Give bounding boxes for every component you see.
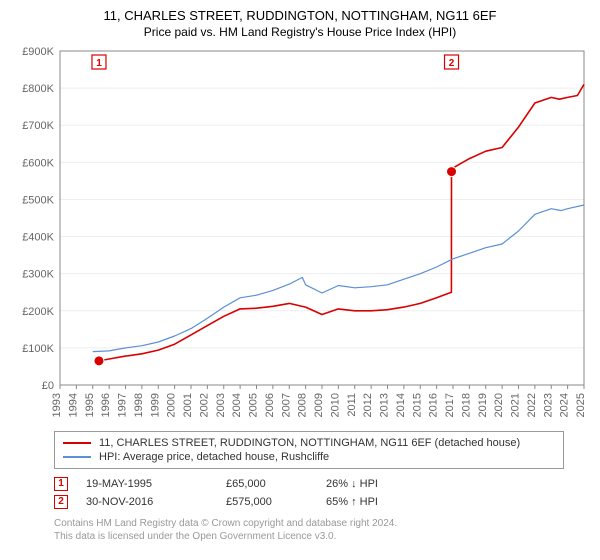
svg-text:2013: 2013 <box>379 393 391 417</box>
legend: 11, CHARLES STREET, RUDDINGTON, NOTTINGH… <box>54 431 564 469</box>
sale-pct: 65% ↑ HPI <box>326 496 446 508</box>
svg-text:£300K: £300K <box>22 269 54 281</box>
svg-text:2022: 2022 <box>526 393 538 417</box>
svg-text:1: 1 <box>96 58 102 69</box>
svg-text:£900K: £900K <box>22 46 54 58</box>
sale-row: 1 19-MAY-1995£65,00026% ↓ HPI <box>54 475 564 493</box>
svg-text:2025: 2025 <box>575 393 587 417</box>
svg-text:2000: 2000 <box>166 393 178 417</box>
svg-text:2020: 2020 <box>493 393 505 417</box>
copyright-line2: This data is licensed under the Open Gov… <box>54 530 564 543</box>
sale-price: £575,000 <box>226 496 326 508</box>
svg-text:£400K: £400K <box>22 231 54 243</box>
sale-marker: 1 <box>54 477 68 491</box>
svg-text:2004: 2004 <box>231 393 243 417</box>
chart-container: 11, CHARLES STREET, RUDDINGTON, NOTTINGH… <box>0 0 600 560</box>
svg-text:2011: 2011 <box>346 393 358 417</box>
svg-text:2006: 2006 <box>264 393 276 417</box>
copyright: Contains HM Land Registry data © Crown c… <box>54 517 564 543</box>
svg-text:2001: 2001 <box>182 393 194 417</box>
legend-item: HPI: Average price, detached house, Rush… <box>63 450 555 464</box>
legend-item: 11, CHARLES STREET, RUDDINGTON, NOTTINGH… <box>63 436 555 450</box>
svg-text:£200K: £200K <box>22 306 54 318</box>
svg-text:£100K: £100K <box>22 343 54 355</box>
sales-table: 1 19-MAY-1995£65,00026% ↓ HPI 2 30-NOV-2016… <box>54 475 564 511</box>
svg-text:2007: 2007 <box>280 393 292 417</box>
svg-text:£0: £0 <box>42 380 54 392</box>
legend-swatch <box>63 456 91 458</box>
svg-text:1998: 1998 <box>133 393 145 417</box>
legend-swatch <box>63 442 91 444</box>
svg-text:2023: 2023 <box>542 393 554 417</box>
svg-text:2015: 2015 <box>411 393 423 417</box>
sale-row: 2 30-NOV-2016£575,00065% ↑ HPI <box>54 493 564 511</box>
svg-text:1993: 1993 <box>51 393 63 417</box>
svg-text:1995: 1995 <box>84 393 96 417</box>
svg-text:2: 2 <box>449 58 455 69</box>
svg-text:2021: 2021 <box>510 393 522 417</box>
svg-text:1997: 1997 <box>117 393 129 417</box>
svg-text:2002: 2002 <box>198 393 210 417</box>
svg-text:2009: 2009 <box>313 393 325 417</box>
svg-text:2019: 2019 <box>477 393 489 417</box>
chart-svg: £0 £100K £200K £300K £400K £500K £600K £700K £80… <box>10 45 590 425</box>
svg-text:£500K: £500K <box>22 194 54 206</box>
sale-pct: 26% ↓ HPI <box>326 478 446 490</box>
svg-text:£800K: £800K <box>22 83 54 95</box>
svg-text:2008: 2008 <box>297 393 309 417</box>
svg-text:2018: 2018 <box>460 393 472 417</box>
svg-text:2014: 2014 <box>395 393 407 417</box>
svg-text:2005: 2005 <box>248 393 260 417</box>
svg-text:2003: 2003 <box>215 393 227 417</box>
legend-label: HPI: Average price, detached house, Rush… <box>99 451 329 463</box>
svg-text:2016: 2016 <box>428 393 440 417</box>
svg-text:2017: 2017 <box>444 393 456 417</box>
legend-label: 11, CHARLES STREET, RUDDINGTON, NOTTINGH… <box>99 437 520 449</box>
chart-subtitle: Price paid vs. HM Land Registry's House … <box>10 25 590 39</box>
sale-date: 30-NOV-2016 <box>86 496 226 508</box>
svg-text:2010: 2010 <box>329 393 341 417</box>
svg-text:1999: 1999 <box>149 393 161 417</box>
svg-text:1994: 1994 <box>67 393 79 417</box>
sale-date: 19-MAY-1995 <box>86 478 226 490</box>
svg-text:2024: 2024 <box>559 393 571 417</box>
svg-text:1996: 1996 <box>100 393 112 417</box>
svg-text:2012: 2012 <box>362 393 374 417</box>
chart-title: 11, CHARLES STREET, RUDDINGTON, NOTTINGH… <box>10 8 590 25</box>
sale-price: £65,000 <box>226 478 326 490</box>
svg-text:£700K: £700K <box>22 120 54 132</box>
sale-marker: 2 <box>54 495 68 509</box>
svg-text:£600K: £600K <box>22 157 54 169</box>
copyright-line1: Contains HM Land Registry data © Crown c… <box>54 517 564 530</box>
chart-plot-area: £0 £100K £200K £300K £400K £500K £600K £700K £80… <box>10 45 590 425</box>
